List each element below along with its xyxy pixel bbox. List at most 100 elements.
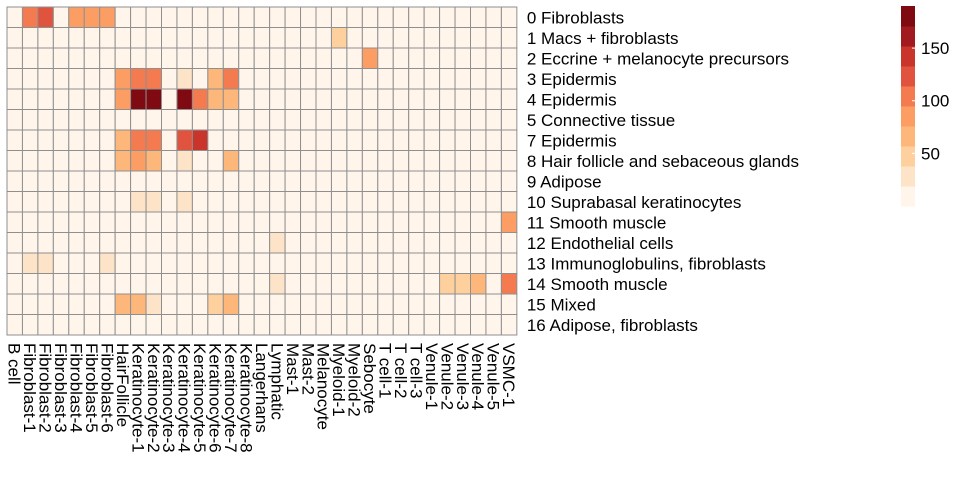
row-label: 10 Suprabasal keratinocytes — [527, 193, 742, 212]
legend-swatch — [901, 46, 915, 67]
heatmap-cell — [392, 211, 410, 233]
column-label: Fibroblast-2 — [36, 343, 55, 433]
heatmap-cell — [500, 170, 518, 192]
heatmap-cell — [145, 273, 163, 295]
heatmap-cell — [269, 170, 286, 192]
heatmap-cell — [284, 150, 302, 172]
heatmap-cell — [130, 88, 147, 110]
heatmap-cell — [408, 191, 425, 213]
heatmap-cell — [83, 293, 101, 315]
heatmap-cell — [52, 68, 70, 90]
heatmap-cell — [68, 191, 85, 213]
column-label: T cell-3 — [406, 343, 425, 398]
heatmap-cell — [6, 47, 23, 69]
heatmap-cell — [500, 88, 518, 110]
heatmap-cell — [439, 273, 456, 295]
heatmap-cell — [269, 293, 286, 315]
heatmap-cell — [269, 47, 286, 69]
heatmap-cell — [191, 232, 209, 254]
heatmap-cell — [176, 6, 193, 28]
heatmap-cell — [284, 273, 302, 295]
heatmap-cell — [300, 109, 317, 131]
heatmap-cell — [176, 211, 193, 233]
heatmap-cell — [37, 314, 54, 336]
heatmap-cell — [130, 109, 147, 131]
heatmap-cell — [68, 211, 85, 233]
heatmap-cell — [99, 6, 116, 28]
heatmap-cell — [207, 109, 224, 131]
heatmap-cell — [346, 191, 363, 213]
heatmap-cell — [454, 314, 471, 336]
row-label: 3 Epidermis — [527, 70, 617, 89]
heatmap-cell — [269, 273, 286, 295]
heatmap-cell — [454, 6, 471, 28]
heatmap-cell — [346, 27, 363, 49]
heatmap-cell — [269, 109, 286, 131]
heatmap-cell — [83, 47, 101, 69]
heatmap-cell — [392, 47, 410, 69]
heatmap-cell — [361, 68, 379, 90]
heatmap-cell — [191, 293, 209, 315]
heatmap-cell — [284, 170, 302, 192]
heatmap-cell — [300, 211, 317, 233]
heatmap-cell — [315, 232, 332, 254]
heatmap-cell — [37, 88, 54, 110]
heatmap-cell — [485, 170, 502, 192]
heatmap-cell — [52, 232, 70, 254]
column-label: Lymphatic — [267, 343, 286, 420]
heatmap-cell — [130, 27, 147, 49]
heatmap-cell — [377, 252, 394, 274]
heatmap-cell — [253, 232, 271, 254]
row-label: 16 Adipose, fibroblasts — [527, 316, 698, 335]
heatmap-cell — [52, 293, 70, 315]
heatmap-cell — [361, 273, 379, 295]
heatmap-cell — [207, 88, 224, 110]
heatmap-cell — [222, 191, 240, 213]
heatmap-cell — [145, 129, 163, 151]
heatmap-cell — [114, 68, 132, 90]
heatmap-cell — [176, 314, 193, 336]
heatmap-cell — [330, 68, 348, 90]
heatmap-cell — [330, 191, 348, 213]
heatmap-cell — [6, 191, 23, 213]
heatmap-cell — [176, 150, 193, 172]
heatmap-cell — [222, 47, 240, 69]
heatmap-cell — [99, 293, 116, 315]
column-label: T cell-2 — [391, 343, 410, 398]
heatmap-cell — [392, 252, 410, 274]
heatmap-cell — [454, 27, 471, 49]
heatmap-cell — [6, 88, 23, 110]
heatmap-cell — [454, 252, 471, 274]
heatmap-cell — [377, 129, 394, 151]
heatmap-cell — [439, 191, 456, 213]
heatmap-cell — [161, 109, 178, 131]
heatmap-cell — [222, 252, 240, 274]
heatmap-cell — [330, 211, 348, 233]
heatmap-cell — [176, 191, 193, 213]
heatmap-cell — [330, 27, 348, 49]
heatmap-cell — [130, 232, 147, 254]
heatmap-cell — [99, 273, 116, 295]
heatmap-cell — [330, 273, 348, 295]
heatmap-cell — [439, 6, 456, 28]
heatmap-cell — [161, 293, 178, 315]
heatmap-cell — [130, 170, 147, 192]
heatmap-cell — [392, 88, 410, 110]
heatmap-cell — [37, 191, 54, 213]
heatmap-cell — [439, 293, 456, 315]
heatmap-cell — [454, 191, 471, 213]
heatmap-cell — [99, 252, 116, 274]
heatmap-cell — [145, 6, 163, 28]
heatmap-cell — [300, 68, 317, 90]
heatmap-cell — [500, 191, 518, 213]
heatmap-cell — [315, 129, 332, 151]
heatmap-cell — [423, 88, 441, 110]
heatmap-cell — [21, 170, 39, 192]
column-label: Keratinocyte-4 — [175, 343, 194, 453]
heatmap-cell — [485, 109, 502, 131]
heatmap-cell — [52, 109, 70, 131]
heatmap-cell — [439, 129, 456, 151]
legend-swatch — [901, 126, 915, 147]
heatmap-cell — [361, 191, 379, 213]
heatmap-cell — [253, 293, 271, 315]
